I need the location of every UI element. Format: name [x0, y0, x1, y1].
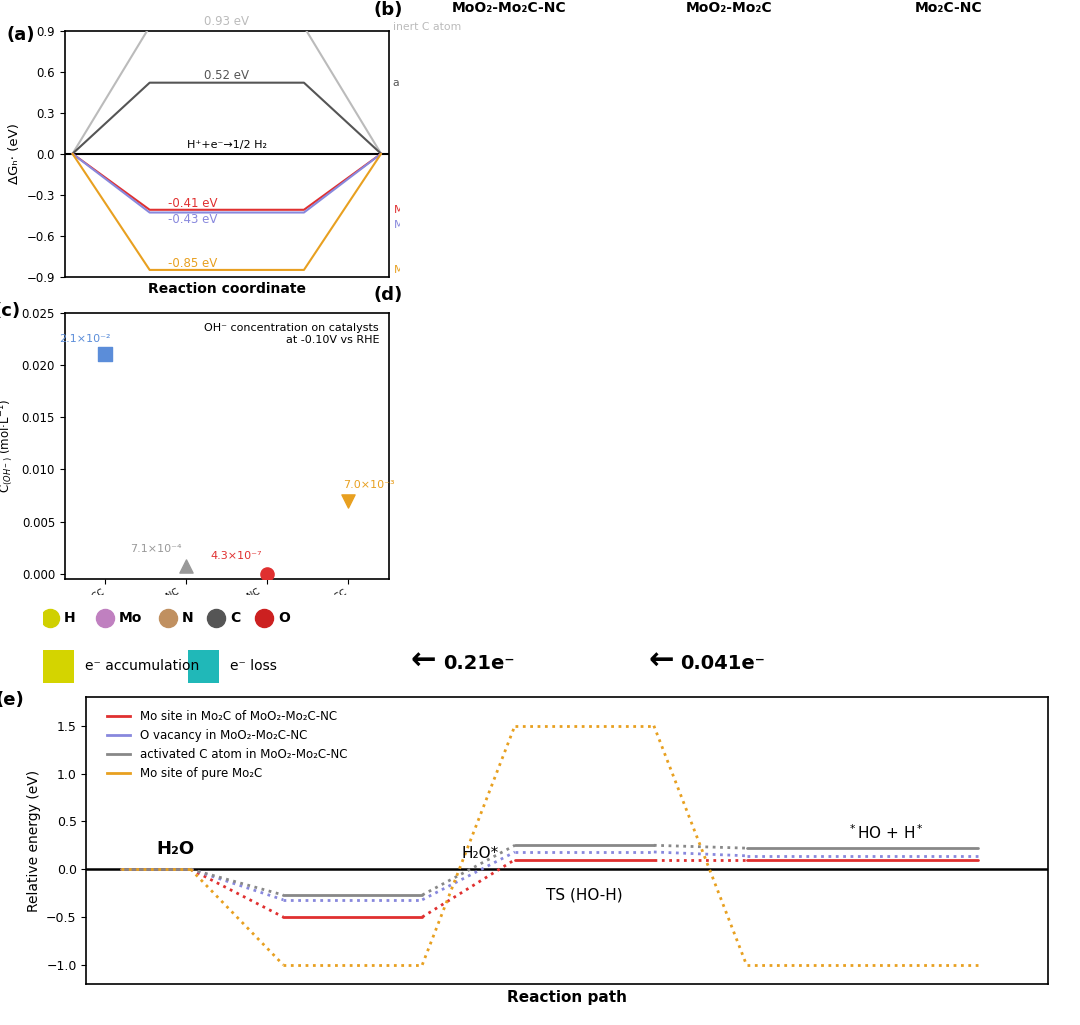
Y-axis label: ΔGₕ⋅ (eV): ΔGₕ⋅ (eV): [8, 123, 21, 184]
Text: H⁺+e⁻→1/2 H₂: H⁺+e⁻→1/2 H₂: [187, 139, 267, 150]
Text: Mo₂C: Mo₂C: [393, 264, 421, 275]
Text: (d): (d): [374, 286, 403, 304]
Text: $^*$HO + H$^*$: $^*$HO + H$^*$: [847, 824, 923, 843]
Text: N: N: [181, 611, 193, 624]
Text: (c): (c): [0, 302, 21, 320]
Text: H₂O*: H₂O*: [461, 846, 499, 861]
Y-axis label: Relative energy (eV): Relative energy (eV): [27, 770, 41, 911]
Text: 0.21e⁻: 0.21e⁻: [443, 654, 514, 672]
Text: MoO₂-Mo₂C-NC: MoO₂-Mo₂C-NC: [453, 1, 567, 15]
Text: OH⁻ concentration on catalysts
at -0.10V vs RHE: OH⁻ concentration on catalysts at -0.10V…: [204, 323, 379, 344]
Text: ←: ←: [410, 647, 436, 675]
Text: e⁻ loss: e⁻ loss: [230, 659, 276, 673]
Text: (b): (b): [374, 1, 403, 19]
Text: -0.41 eV: -0.41 eV: [168, 197, 217, 210]
Text: activated C atom: activated C atom: [393, 78, 487, 88]
Text: (e): (e): [0, 691, 24, 709]
Text: 7.1×10⁻⁴: 7.1×10⁻⁴: [130, 544, 181, 554]
X-axis label: Reaction coordinate: Reaction coordinate: [148, 282, 306, 296]
Text: MoO₂-Mo₂C: MoO₂-Mo₂C: [686, 1, 772, 15]
Point: [177, 559, 195, 575]
FancyBboxPatch shape: [43, 650, 75, 683]
Text: 0.041e⁻: 0.041e⁻: [680, 654, 766, 672]
Text: ←: ←: [648, 647, 674, 675]
Text: inert C atom: inert C atom: [393, 22, 461, 32]
Text: Mo₂C-NC: Mo₂C-NC: [915, 1, 983, 15]
Point: [259, 566, 276, 582]
Text: Mo: Mo: [119, 611, 143, 624]
Text: MoO₂-Mo₂C-NC: MoO₂-Mo₂C-NC: [393, 205, 474, 215]
Text: 4.3×10⁻⁷: 4.3×10⁻⁷: [211, 551, 262, 562]
Text: 7.0×10⁻³: 7.0×10⁻³: [342, 481, 394, 490]
X-axis label: Reaction path: Reaction path: [507, 989, 627, 1004]
Legend: Mo site in Mo₂C of MoO₂-Mo₂C-NC, O vacancy in MoO₂-Mo₂C-NC, activated C atom in : Mo site in Mo₂C of MoO₂-Mo₂C-NC, O vacan…: [102, 706, 352, 785]
Text: e⁻ accumulation: e⁻ accumulation: [84, 659, 199, 673]
Text: MoO₂-Mo₂C: MoO₂-Mo₂C: [393, 219, 455, 230]
Point: [97, 346, 114, 363]
Text: C: C: [230, 611, 240, 624]
Text: H₂O: H₂O: [156, 839, 194, 858]
Point: [339, 493, 356, 509]
Text: H: H: [64, 611, 76, 624]
Text: O: O: [279, 611, 291, 624]
Text: TS (HO-H): TS (HO-H): [546, 888, 623, 903]
Text: 0.52 eV: 0.52 eV: [204, 69, 249, 82]
Text: 0.93 eV: 0.93 eV: [204, 15, 249, 29]
Y-axis label: C$_{(OH^-)}$ (mol·L$^{-1}$): C$_{(OH^-)}$ (mol·L$^{-1}$): [0, 399, 16, 493]
Text: -0.43 eV: -0.43 eV: [168, 213, 217, 226]
Text: 2.1×10⁻²: 2.1×10⁻²: [59, 334, 111, 344]
Text: (a): (a): [6, 26, 35, 44]
Text: -0.85 eV: -0.85 eV: [168, 256, 217, 270]
FancyBboxPatch shape: [188, 650, 219, 683]
